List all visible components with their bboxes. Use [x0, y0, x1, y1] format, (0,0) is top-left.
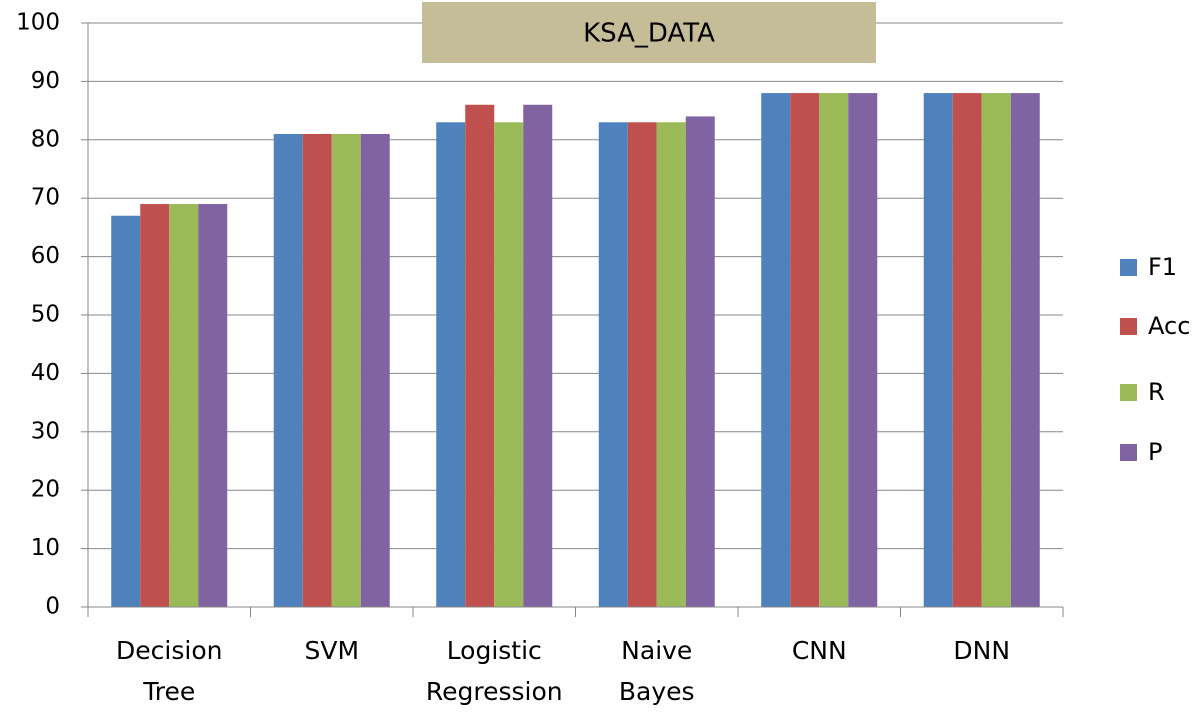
bar	[111, 215, 141, 607]
bar	[848, 93, 878, 607]
bar	[685, 116, 715, 607]
y-tick-label: 30	[31, 418, 60, 444]
bar	[761, 93, 791, 607]
y-tick-label: 50	[31, 302, 60, 328]
legend-label: F1	[1148, 253, 1177, 281]
legend-label: P	[1148, 438, 1162, 466]
bar	[523, 104, 553, 607]
bar	[198, 204, 228, 608]
legend-swatch	[1120, 318, 1137, 335]
x-tick-label: CNN	[792, 636, 847, 665]
bar	[627, 122, 657, 607]
chart-title: KSA_DATA	[583, 19, 715, 49]
legend-label: R	[1148, 378, 1165, 406]
bar	[790, 93, 820, 607]
bar	[656, 122, 686, 607]
bar	[331, 133, 361, 607]
x-tick-label: SVM	[304, 636, 359, 665]
bar	[923, 93, 953, 607]
x-tick-label: DNN	[953, 636, 1010, 665]
bar	[952, 93, 982, 607]
bar	[169, 204, 199, 608]
y-tick-label: 80	[31, 126, 60, 152]
bar	[140, 204, 170, 608]
legend-swatch	[1120, 259, 1137, 276]
bar	[465, 104, 495, 607]
bar	[819, 93, 849, 607]
y-tick-label: 40	[31, 360, 60, 386]
x-tick-label: Decision Tree	[116, 636, 222, 706]
bar	[302, 133, 332, 607]
y-tick-label: 10	[31, 535, 60, 561]
legend-swatch	[1120, 444, 1137, 461]
y-tick-label: 70	[31, 185, 60, 211]
y-tick-label: 100	[16, 10, 60, 36]
y-tick-label: 90	[31, 68, 60, 94]
y-tick-label: 0	[45, 594, 60, 620]
y-tick-label: 20	[31, 477, 60, 503]
bar	[981, 93, 1011, 607]
x-tick-label: Naive Bayes	[619, 636, 695, 706]
x-tick-label: Logistic Regression	[426, 636, 563, 706]
legend-swatch	[1120, 384, 1137, 401]
y-tick-label: 60	[31, 243, 60, 269]
bar	[436, 122, 466, 607]
legend-label: Acc	[1148, 312, 1190, 340]
bar	[1010, 93, 1040, 607]
bar	[598, 122, 628, 607]
bar	[273, 133, 303, 607]
bar	[494, 122, 524, 607]
title-box	[422, 2, 876, 63]
bar	[360, 133, 390, 607]
